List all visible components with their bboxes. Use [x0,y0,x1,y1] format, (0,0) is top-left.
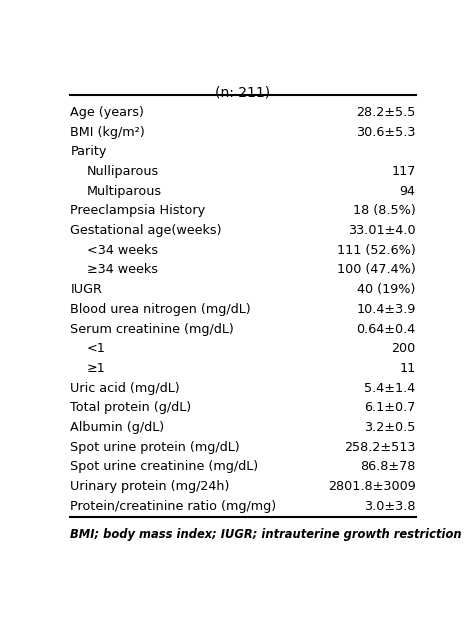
Text: 5.4±1.4: 5.4±1.4 [365,382,416,394]
Text: 200: 200 [392,342,416,355]
Text: Uric acid (mg/dL): Uric acid (mg/dL) [70,382,180,394]
Text: 6.1±0.7: 6.1±0.7 [364,401,416,414]
Text: 2801.8±3009: 2801.8±3009 [328,480,416,493]
Text: <34 weeks: <34 weeks [87,244,158,257]
Text: 117: 117 [391,165,416,178]
Text: Age (years): Age (years) [70,106,144,119]
Text: Albumin (g/dL): Albumin (g/dL) [70,421,164,434]
Text: Blood urea nitrogen (mg/dL): Blood urea nitrogen (mg/dL) [70,303,251,316]
Text: BMI (kg/m²): BMI (kg/m²) [70,126,145,139]
Text: Serum creatinine (mg/dL): Serum creatinine (mg/dL) [70,323,234,336]
Text: 10.4±3.9: 10.4±3.9 [356,303,416,316]
Text: Nulliparous: Nulliparous [87,165,159,178]
Text: 0.64±0.4: 0.64±0.4 [356,323,416,336]
Text: 28.2±5.5: 28.2±5.5 [356,106,416,119]
Text: 18 (8.5%): 18 (8.5%) [353,204,416,217]
Text: 11: 11 [399,362,416,375]
Text: Gestational age(weeks): Gestational age(weeks) [70,224,222,237]
Text: Protein/creatinine ratio (mg/mg): Protein/creatinine ratio (mg/mg) [70,500,276,513]
Text: 3.2±0.5: 3.2±0.5 [364,421,416,434]
Text: 40 (19%): 40 (19%) [357,283,416,296]
Text: 86.8±78: 86.8±78 [360,460,416,473]
Text: (n: 211): (n: 211) [215,85,271,99]
Text: Urinary protein (mg/24h): Urinary protein (mg/24h) [70,480,229,493]
Text: Preeclampsia History: Preeclampsia History [70,204,205,217]
Text: BMI; body mass index; IUGR; intrauterine growth restriction: BMI; body mass index; IUGR; intrauterine… [70,528,462,541]
Text: 94: 94 [400,184,416,197]
Text: 30.6±5.3: 30.6±5.3 [356,126,416,139]
Text: 100 (47.4%): 100 (47.4%) [337,264,416,277]
Text: Parity: Parity [70,145,107,158]
Text: <1: <1 [87,342,106,355]
Text: 33.01±4.0: 33.01±4.0 [348,224,416,237]
Text: Multiparous: Multiparous [87,184,162,197]
Text: Spot urine creatinine (mg/dL): Spot urine creatinine (mg/dL) [70,460,258,473]
Text: IUGR: IUGR [70,283,102,296]
Text: 3.0±3.8: 3.0±3.8 [364,500,416,513]
Text: Spot urine protein (mg/dL): Spot urine protein (mg/dL) [70,440,240,454]
Text: 111 (52.6%): 111 (52.6%) [337,244,416,257]
Text: Total protein (g/dL): Total protein (g/dL) [70,401,191,414]
Text: 258.2±513: 258.2±513 [344,440,416,454]
Text: ≥34 weeks: ≥34 weeks [87,264,158,277]
Text: ≥1: ≥1 [87,362,106,375]
